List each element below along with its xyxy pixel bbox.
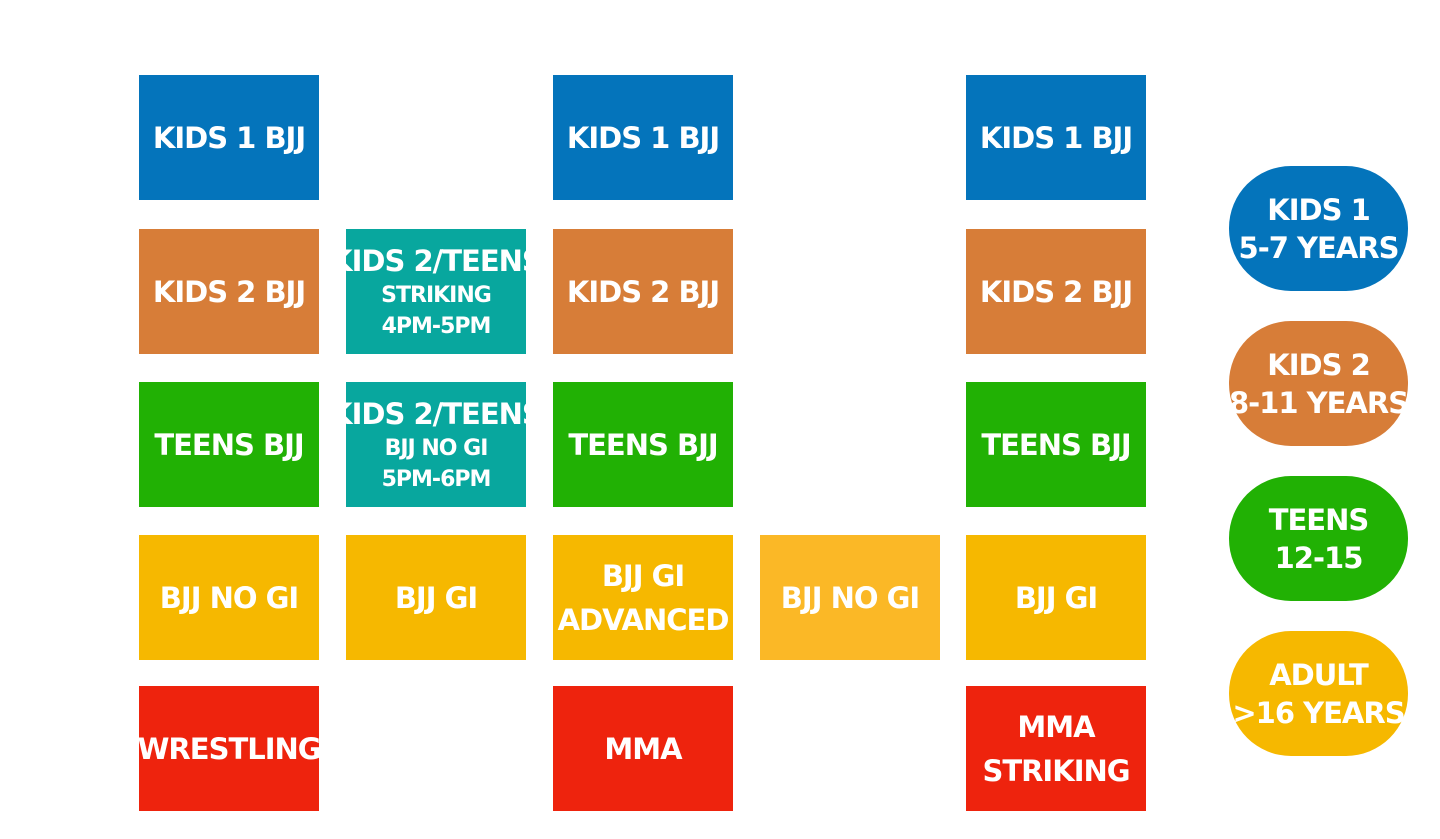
legend-group-name: ADULT bbox=[1269, 657, 1369, 692]
class-tile-label: BJJ GI bbox=[1014, 580, 1098, 615]
class-tile-label: KIDS 2 BJJ bbox=[152, 274, 306, 309]
legend-pill-kids2: KIDS 2 8-11 YEARS bbox=[1228, 321, 1409, 446]
class-tile-kids2-bjj[interactable]: KIDS 2 BJJ bbox=[139, 229, 319, 354]
class-tile-wrestling[interactable]: WRESTLING bbox=[137, 686, 322, 811]
class-tile-label: TEENS BJJ bbox=[981, 427, 1131, 462]
class-tile-time: 4PM-5PM bbox=[381, 313, 492, 339]
class-tile-label: KIDS 2 BJJ bbox=[566, 274, 720, 309]
class-tile-level: ADVANCED bbox=[557, 602, 730, 637]
legend-age-range: 12-15 bbox=[1274, 540, 1364, 575]
class-tile-kids2-bjj[interactable]: KIDS 2 BJJ bbox=[966, 229, 1146, 354]
class-tile-label: KIDS 1 BJJ bbox=[152, 120, 306, 155]
class-tile-label: BJJ NO GI bbox=[780, 580, 920, 615]
class-tile-label: KIDS 1 BJJ bbox=[979, 120, 1133, 155]
class-tile-mma-striking[interactable]: MMA STRIKING bbox=[966, 686, 1146, 811]
class-tile-discipline: STRIKING bbox=[982, 753, 1130, 788]
class-tile-kids2-bjj[interactable]: KIDS 2 BJJ bbox=[553, 229, 733, 354]
class-tile-kids2-teens-bjj-no-gi[interactable]: KIDS 2/TEENS BJJ NO GI 5PM-6PM bbox=[330, 382, 543, 507]
class-tile-label: TEENS BJJ bbox=[154, 427, 304, 462]
class-tile-label: WRESTLING bbox=[137, 731, 321, 766]
class-tile-teens-bjj[interactable]: TEENS BJJ bbox=[966, 382, 1146, 507]
class-tile-bjj-no-gi[interactable]: BJJ NO GI bbox=[139, 535, 319, 660]
class-tile-label: MMA bbox=[604, 731, 682, 766]
class-tile-label: BJJ GI bbox=[601, 558, 685, 593]
legend-pill-adult: ADULT >16 YEARS bbox=[1229, 631, 1408, 756]
class-tile-kids2-teens-striking[interactable]: KIDS 2/TEENS STRIKING 4PM-5PM bbox=[330, 229, 543, 354]
legend-group-name: TEENS bbox=[1268, 502, 1370, 537]
class-tile-bjj-gi[interactable]: BJJ GI bbox=[346, 535, 526, 660]
class-tile-label: TEENS BJJ bbox=[568, 427, 718, 462]
class-tile-discipline: STRIKING bbox=[381, 282, 492, 308]
class-tile-label: BJJ NO GI bbox=[159, 580, 299, 615]
class-tile-label: KIDS 2/TEENS bbox=[330, 243, 543, 278]
class-tile-kids1-bjj[interactable]: KIDS 1 BJJ bbox=[139, 75, 319, 200]
legend-pill-kids1: KIDS 1 5-7 YEARS bbox=[1229, 166, 1408, 291]
class-tile-label: KIDS 2 BJJ bbox=[979, 274, 1133, 309]
legend-age-range: 8-11 YEARS bbox=[1228, 385, 1409, 420]
class-tile-label: KIDS 1 BJJ bbox=[566, 120, 720, 155]
class-tile-label: BJJ GI bbox=[394, 580, 478, 615]
class-tile-time: 5PM-6PM bbox=[381, 466, 492, 492]
legend-pill-teens: TEENS 12-15 bbox=[1229, 476, 1408, 601]
class-tile-label: KIDS 2/TEENS bbox=[330, 396, 543, 431]
class-tile-bjj-no-gi[interactable]: BJJ NO GI bbox=[760, 535, 940, 660]
legend-age-range: >16 YEARS bbox=[1232, 695, 1405, 730]
class-tile-mma[interactable]: MMA bbox=[553, 686, 733, 811]
legend-group-name: KIDS 1 bbox=[1267, 192, 1370, 227]
class-tile-discipline: BJJ NO GI bbox=[384, 435, 489, 461]
class-tile-kids1-bjj[interactable]: KIDS 1 BJJ bbox=[553, 75, 733, 200]
class-tile-teens-bjj[interactable]: TEENS BJJ bbox=[139, 382, 319, 507]
class-tile-bjj-gi[interactable]: BJJ GI bbox=[966, 535, 1146, 660]
legend-group-name: KIDS 2 bbox=[1267, 347, 1370, 382]
legend-age-range: 5-7 YEARS bbox=[1238, 230, 1400, 265]
class-tile-bjj-gi-advanced[interactable]: BJJ GI ADVANCED bbox=[553, 535, 733, 660]
class-tile-kids1-bjj[interactable]: KIDS 1 BJJ bbox=[966, 75, 1146, 200]
class-tile-label: MMA bbox=[1017, 709, 1095, 744]
class-tile-teens-bjj[interactable]: TEENS BJJ bbox=[553, 382, 733, 507]
